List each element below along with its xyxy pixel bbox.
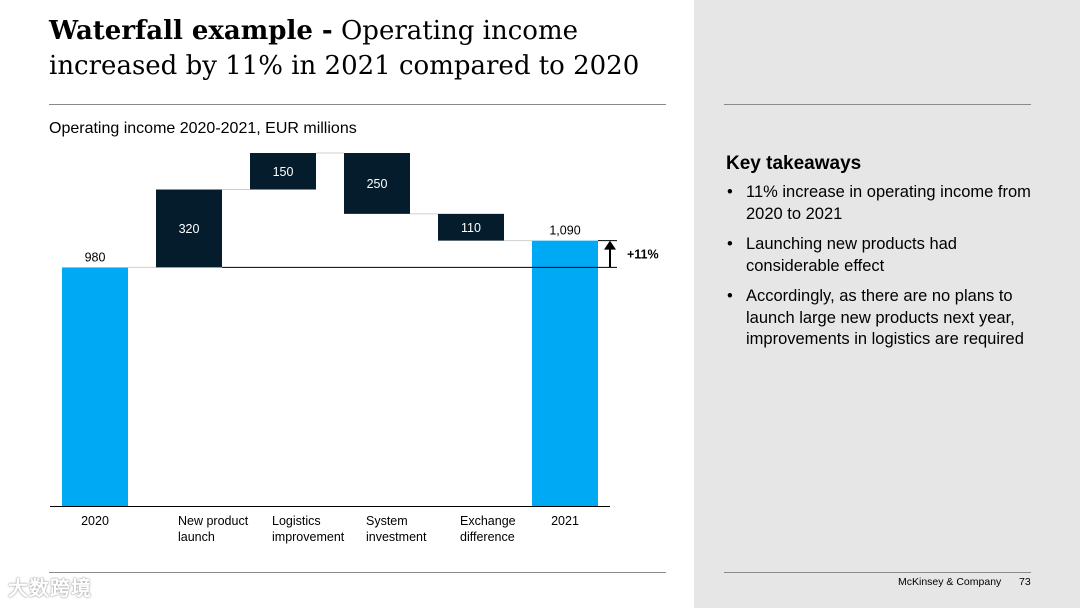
x-tick-label: launch (178, 530, 215, 544)
bar-value-label: 1,090 (549, 224, 580, 238)
waterfall-bar (532, 240, 598, 507)
chart-subtitle: Operating income 2020-2021, EUR millions (49, 120, 357, 137)
x-tick-label: 2020 (81, 514, 109, 528)
waterfall-bar (156, 189, 222, 268)
bar-value-label: 110 (461, 221, 481, 235)
watermark-logo: 大数跨境 (8, 578, 92, 600)
waterfall-bar (344, 153, 410, 214)
takeaway-item: Launching new products had considerable … (726, 234, 1036, 277)
waterfall-bar (250, 153, 316, 190)
title-bold: Waterfall example - (49, 16, 333, 46)
bar-value-label: 250 (367, 177, 388, 191)
title-divider (49, 104, 666, 105)
footer-divider-right (724, 572, 1031, 573)
footer-divider-left (49, 572, 666, 573)
waterfall-bar (438, 213, 504, 241)
change-arrow-head (604, 240, 616, 250)
x-tick-label: 2021 (551, 514, 579, 528)
takeaways-title: Key takeaways (726, 153, 862, 174)
takeaway-item: Accordingly, as there are no plans to la… (726, 286, 1036, 351)
bar-value-label: 980 (85, 250, 106, 264)
x-tick-label: System (366, 514, 408, 528)
bar-value-label: 150 (273, 165, 294, 179)
takeaway-item: 11% increase in operating income from 20… (726, 182, 1036, 225)
change-label: +11% (627, 248, 659, 262)
bar-value-label: 320 (179, 222, 200, 236)
x-tick-label: Logistics (272, 514, 321, 528)
waterfall-chart: 980 2020 320 New product launch 150 Logistics i… (50, 152, 659, 544)
slide-title: Waterfall example - Operating income inc… (49, 14, 669, 84)
page-number: 73 (1019, 576, 1031, 588)
waterfall-bar (62, 267, 128, 506)
x-tick-label: improvement (272, 530, 345, 544)
x-tick-label: New product (178, 514, 249, 528)
title-rest: Operating income increased by 11% in 202… (49, 16, 640, 81)
panel-divider (724, 104, 1031, 105)
takeaways-list: 11% increase in operating income from 20… (726, 182, 1036, 360)
footer-company: McKinsey & Company (898, 576, 1002, 588)
x-tick-label: Exchange (460, 514, 516, 528)
x-tick-label: investment (366, 530, 427, 544)
x-tick-label: difference (460, 530, 515, 544)
